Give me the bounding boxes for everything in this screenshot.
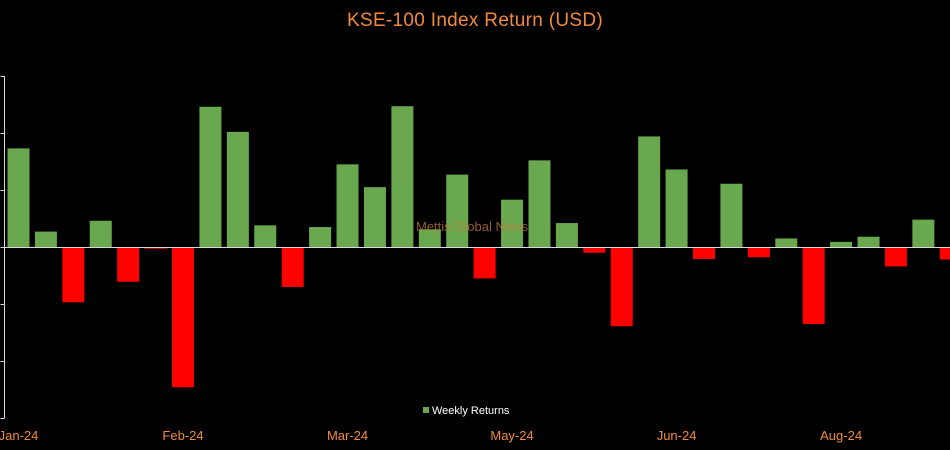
bar (117, 247, 140, 282)
bar (418, 229, 441, 247)
bar (610, 247, 633, 327)
bar (802, 247, 825, 324)
x-tick-label: Jun-24 (657, 428, 697, 443)
bar (912, 219, 935, 247)
bar (34, 231, 57, 247)
bar (747, 247, 770, 258)
x-tick-label: Mar-24 (327, 428, 368, 443)
bar (939, 247, 950, 260)
watermark-text: Mettis Global News (416, 219, 528, 234)
legend-label: Weekly Returns (432, 405, 510, 417)
chart-title: KSE-100 Index Return (USD) (347, 10, 603, 31)
x-tick-label: Feb-24 (162, 428, 203, 443)
bar (281, 247, 304, 287)
bar (501, 199, 524, 247)
bar (7, 148, 30, 247)
legend-swatch (423, 407, 429, 413)
bar (857, 236, 880, 247)
bar (309, 227, 332, 247)
x-tick-label: Aug-24 (820, 428, 862, 443)
bar (693, 247, 715, 259)
bar (199, 106, 222, 247)
bar (363, 187, 386, 247)
x-tick-label: Jan-24 (0, 428, 38, 443)
bar (583, 247, 606, 253)
bar (62, 247, 85, 303)
bar (720, 183, 743, 247)
bar (775, 238, 798, 247)
bar (830, 241, 853, 247)
bar (254, 225, 277, 247)
bar (336, 164, 359, 247)
bar (555, 223, 578, 247)
bar (391, 106, 414, 248)
bar (473, 247, 496, 279)
bar (226, 131, 249, 247)
bar (528, 160, 551, 247)
bar (172, 247, 195, 388)
bar (446, 174, 469, 247)
bar (638, 136, 661, 247)
bar (89, 220, 112, 247)
bar (665, 169, 688, 247)
x-tick-label: May-24 (490, 428, 533, 443)
bar (884, 247, 907, 267)
